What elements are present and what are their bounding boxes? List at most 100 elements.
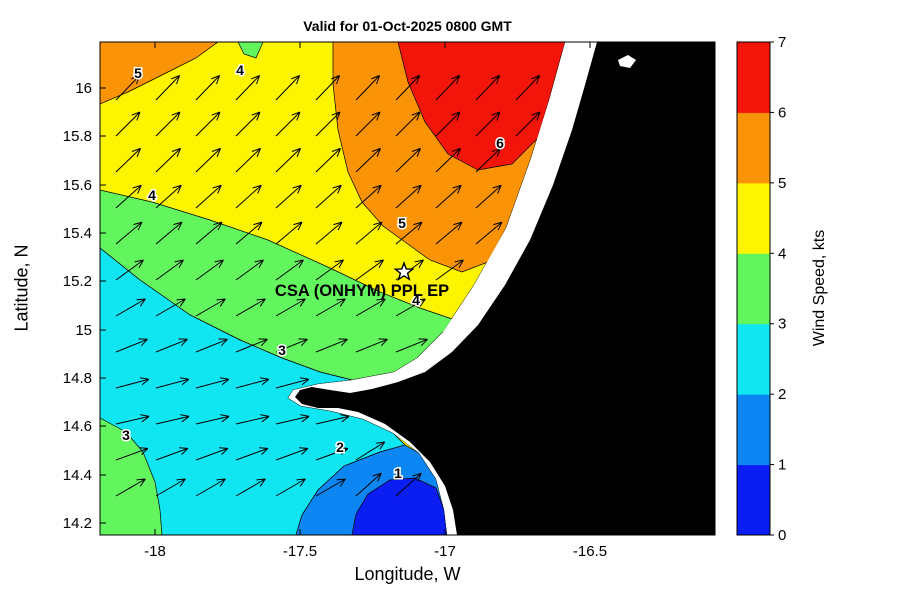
wind-arrow bbox=[115, 75, 141, 101]
wind-arrow bbox=[395, 338, 428, 353]
wind-arrow bbox=[475, 147, 501, 173]
wind-arrow bbox=[235, 338, 268, 353]
colorbar-band bbox=[737, 394, 770, 466]
colorbar-tick-label: 4 bbox=[778, 245, 786, 262]
wind-arrow bbox=[275, 259, 304, 281]
y-tick-label: 14.8 bbox=[63, 370, 92, 387]
contour-label: 4 bbox=[236, 62, 244, 78]
contour-label: 3 bbox=[122, 427, 130, 443]
wind-arrow bbox=[115, 147, 141, 173]
colorbar-band bbox=[737, 464, 770, 536]
wind-arrow bbox=[515, 111, 541, 137]
wind-arrow bbox=[435, 259, 464, 281]
y-tick-label: 14.4 bbox=[63, 467, 92, 484]
wind-arrow bbox=[315, 147, 341, 173]
wind-arrow bbox=[395, 472, 422, 497]
wind-arrow bbox=[275, 298, 306, 317]
wind-arrow bbox=[115, 298, 146, 317]
colorbar-tick-label: 2 bbox=[778, 386, 786, 403]
wind-arrow bbox=[275, 184, 302, 209]
colorbar-border bbox=[736, 41, 771, 536]
chart-title: Valid for 01-Oct-2025 0800 GMT bbox=[303, 18, 512, 34]
plot-border bbox=[99, 41, 716, 536]
x-tick-label: -16.5 bbox=[573, 543, 607, 560]
wind-arrow bbox=[235, 414, 270, 425]
wind-arrow bbox=[515, 75, 541, 101]
y-tick-label: 15.4 bbox=[63, 225, 92, 242]
wind-arrow bbox=[235, 478, 266, 497]
colorbar-band bbox=[737, 253, 770, 325]
wind-arrow bbox=[315, 447, 349, 461]
contour-region-band-3-4-top-notch bbox=[237, 42, 264, 59]
wind-arrow bbox=[275, 338, 308, 353]
wind-arrow bbox=[195, 298, 226, 317]
wind-arrow bbox=[275, 147, 301, 173]
wind-arrow bbox=[315, 184, 342, 209]
wind-arrow bbox=[115, 259, 144, 281]
wind-arrow bbox=[475, 75, 501, 101]
wind-arrow bbox=[155, 414, 190, 425]
wind-arrow bbox=[235, 259, 264, 281]
contour-label: 5 bbox=[398, 215, 406, 231]
wind-arrow bbox=[275, 447, 309, 461]
y-axis-label: Latitude, N bbox=[11, 244, 32, 332]
wind-arrow bbox=[355, 147, 381, 173]
wind-arrow bbox=[435, 184, 462, 209]
wind-arrow bbox=[275, 111, 301, 137]
wind-arrow bbox=[275, 414, 310, 425]
wind-arrow bbox=[115, 478, 146, 497]
wind-arrow bbox=[195, 147, 221, 173]
wind-arrow bbox=[235, 147, 261, 173]
y-tick-label: 14.2 bbox=[63, 515, 92, 532]
wind-arrow bbox=[155, 298, 186, 317]
wind-arrow bbox=[435, 147, 461, 173]
wind-arrow bbox=[315, 298, 346, 317]
wind-arrow bbox=[435, 111, 461, 137]
wind-arrow bbox=[315, 478, 346, 497]
wind-arrow bbox=[315, 259, 344, 281]
contour-bands bbox=[100, 42, 565, 535]
wind-arrow bbox=[115, 184, 142, 209]
coastal-lake bbox=[618, 55, 636, 68]
wind-arrow bbox=[395, 75, 421, 101]
colorbar-tick-label: 1 bbox=[778, 457, 786, 474]
contour-region-band-0-1 bbox=[351, 477, 448, 535]
x-tick-label: -18 bbox=[144, 543, 166, 560]
contour-region-band-5-6-northwest bbox=[100, 42, 220, 105]
wind-arrow bbox=[355, 184, 382, 209]
wind-arrow bbox=[235, 221, 263, 245]
wind-arrows bbox=[115, 75, 541, 497]
wind-arrow bbox=[155, 377, 190, 389]
wind-arrow bbox=[195, 414, 230, 425]
contour-label: 6 bbox=[496, 135, 504, 151]
y-tick-label: 14.6 bbox=[63, 418, 92, 435]
contour-label: 3 bbox=[278, 342, 286, 358]
y-tick-label: 15.2 bbox=[63, 273, 92, 290]
wind-arrow bbox=[475, 184, 502, 209]
wind-arrow bbox=[315, 338, 348, 353]
wind-arrow bbox=[355, 298, 386, 317]
wind-arrow bbox=[195, 377, 230, 389]
wind-arrow bbox=[115, 414, 150, 425]
wind-arrow bbox=[395, 111, 421, 137]
contour-region-band-6-7 bbox=[397, 42, 565, 171]
wind-arrow bbox=[155, 221, 183, 245]
wind-arrow bbox=[315, 221, 343, 245]
wind-arrow bbox=[155, 111, 181, 137]
wind-arrow bbox=[155, 447, 189, 461]
wind-arrow bbox=[235, 75, 261, 101]
colorbar-tick-label: 6 bbox=[778, 104, 786, 121]
contour-label: 4 bbox=[412, 292, 420, 308]
colorbar-band bbox=[737, 42, 770, 113]
wind-arrow bbox=[195, 221, 223, 245]
wind-arrow bbox=[395, 184, 422, 209]
wind-arrow bbox=[355, 472, 382, 497]
wind-arrow bbox=[315, 111, 341, 137]
wind-arrow bbox=[235, 298, 266, 317]
colorbar-band bbox=[737, 112, 770, 184]
y-tick-label: 15.6 bbox=[63, 177, 92, 194]
annotation-text: CSA (ONHYM) PPL EP bbox=[275, 282, 449, 300]
y-tick-label: 16 bbox=[75, 80, 92, 97]
wind-arrow bbox=[195, 259, 224, 281]
wind-arrow bbox=[235, 184, 262, 209]
